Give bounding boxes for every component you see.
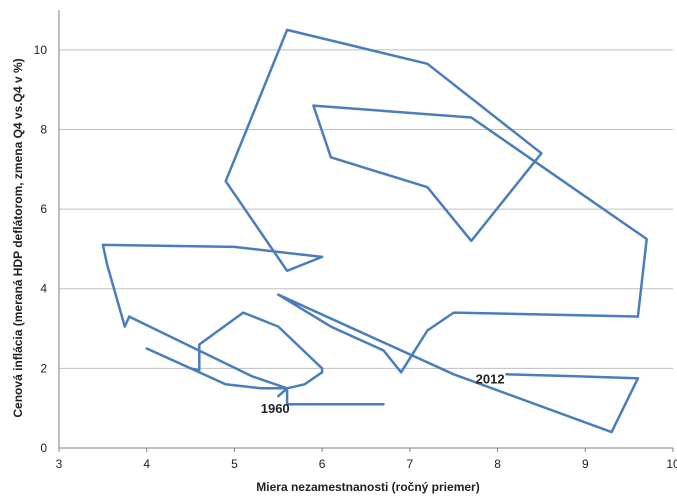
x-tick-labels: 3 4 5 6 7 8 9 10 (56, 448, 677, 471)
x-tick-label: 5 (231, 457, 238, 471)
y-tick-label: 10 (34, 43, 48, 57)
axes (58, 10, 673, 449)
y-tick-label: 6 (40, 202, 47, 216)
y-tick-label: 2 (40, 361, 47, 375)
year-annotation: 1960 (261, 401, 290, 416)
x-tick-label: 6 (319, 457, 326, 471)
x-tick-label: 3 (56, 457, 63, 471)
y-tick-label: 8 (40, 122, 47, 136)
year-annotation: 2012 (476, 371, 505, 386)
y-tick-label: 4 (40, 282, 47, 296)
x-tick-label: 10 (666, 457, 677, 471)
x-tick-label: 9 (582, 457, 589, 471)
x-axis-title: Miera nezamestnanosti (ročný priemer) (256, 480, 479, 494)
y-tick-labels: 0 2 4 6 8 10 (34, 43, 48, 455)
x-tick-label: 4 (143, 457, 150, 471)
series (101, 28, 648, 434)
series-line (101, 28, 648, 434)
y-tick-label: 0 (40, 441, 47, 455)
x-tick-label: 8 (494, 457, 501, 471)
gridlines (59, 49, 673, 369)
x-tick-label: 7 (407, 457, 414, 471)
y-axis-title: Cenová inflácia (meraná HDP deflátorom, … (11, 58, 25, 417)
annotations: 1960 2012 (261, 371, 505, 416)
